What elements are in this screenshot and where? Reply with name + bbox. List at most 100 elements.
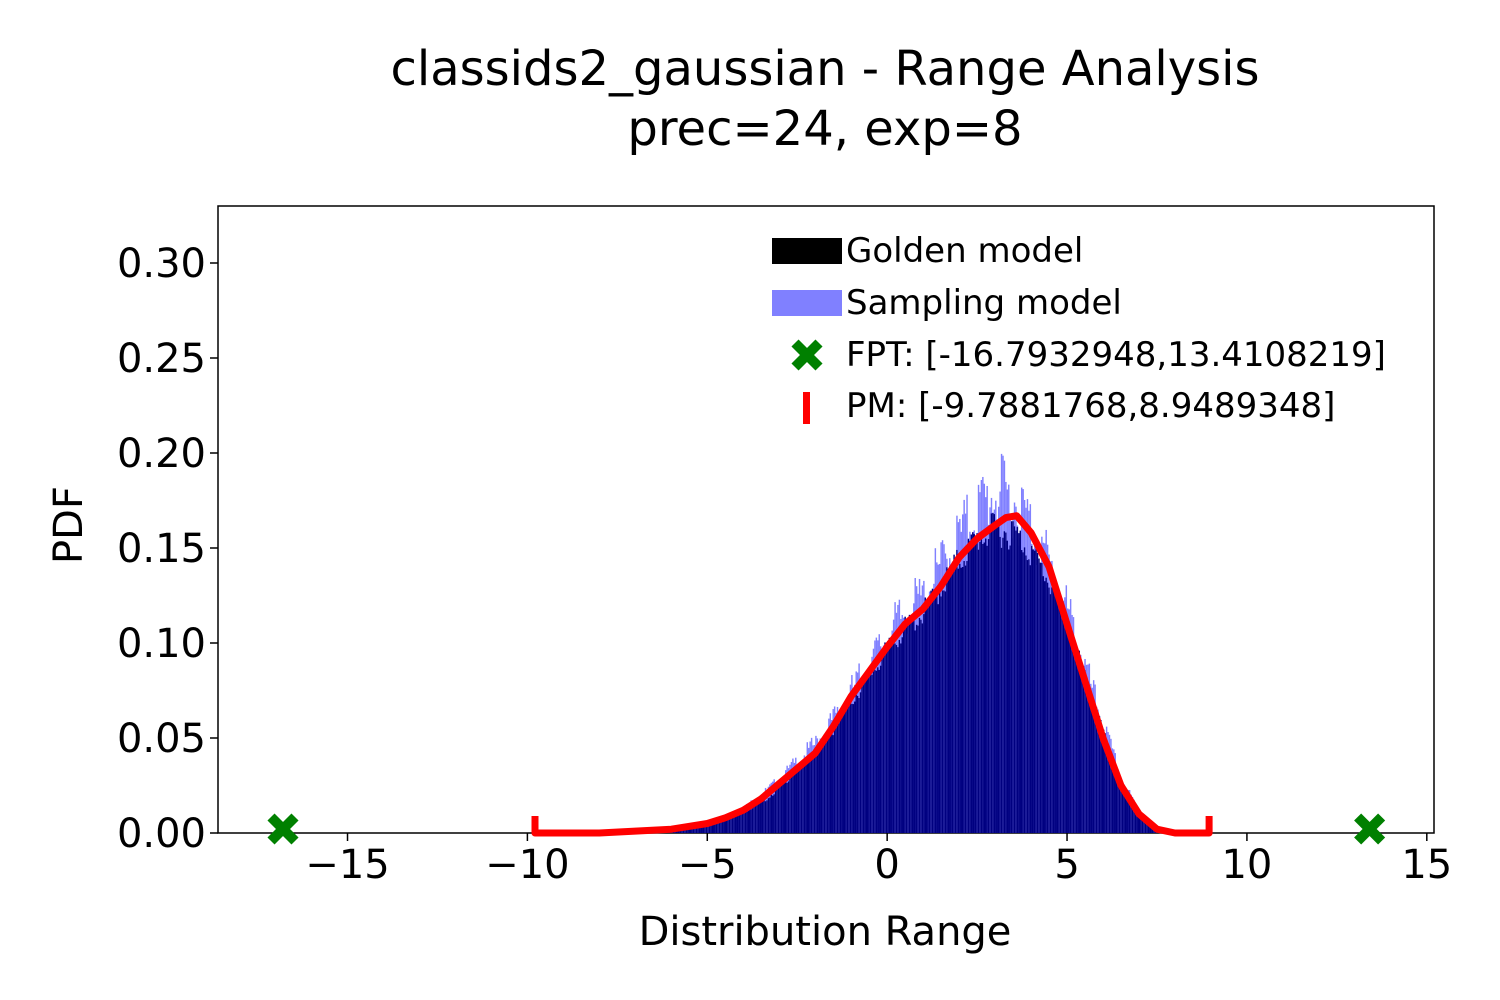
golden-bar bbox=[728, 818, 731, 833]
golden-bar bbox=[1110, 754, 1112, 833]
golden-bar bbox=[759, 802, 761, 833]
golden-bar bbox=[907, 622, 909, 833]
golden-bar bbox=[1075, 647, 1078, 833]
golden-bar bbox=[687, 827, 689, 833]
y-tick-label: 0.15 bbox=[117, 526, 206, 572]
golden-bar bbox=[767, 798, 770, 833]
golden-bar bbox=[944, 591, 947, 833]
golden-bar bbox=[920, 619, 922, 833]
golden-bar bbox=[779, 785, 781, 833]
golden-bar bbox=[1018, 533, 1020, 833]
golden-bar bbox=[957, 568, 960, 833]
golden-bar bbox=[852, 704, 855, 833]
golden-bar bbox=[744, 812, 747, 833]
golden-bar bbox=[1035, 544, 1037, 833]
golden-bar bbox=[815, 752, 817, 833]
golden-bar bbox=[989, 531, 991, 833]
golden-bar bbox=[694, 826, 696, 833]
golden-bar bbox=[953, 554, 955, 833]
golden-bar bbox=[960, 567, 962, 833]
golden-bar bbox=[1003, 531, 1006, 833]
golden-bar bbox=[818, 744, 820, 833]
golden-bar bbox=[772, 795, 774, 833]
golden-bar bbox=[992, 513, 994, 833]
golden-bar bbox=[831, 732, 833, 833]
golden-bar bbox=[999, 536, 1001, 833]
golden-bar bbox=[704, 825, 706, 833]
golden-bar bbox=[858, 698, 860, 833]
golden-bar bbox=[754, 804, 757, 833]
golden-bar bbox=[723, 820, 725, 833]
golden-bar bbox=[861, 684, 863, 833]
golden-bar bbox=[931, 588, 934, 833]
golden-bar bbox=[890, 645, 892, 833]
golden-bar bbox=[809, 757, 811, 833]
golden-bar bbox=[967, 538, 970, 833]
chart-title: classids2_gaussian - Range Analysis bbox=[391, 41, 1260, 97]
golden-bar bbox=[813, 753, 816, 833]
golden-bar bbox=[908, 614, 911, 833]
golden-bar bbox=[793, 772, 796, 833]
golden-bar bbox=[974, 539, 977, 833]
golden-bar bbox=[805, 757, 807, 833]
golden-bar bbox=[1120, 780, 1122, 833]
golden-bar bbox=[1062, 606, 1065, 833]
golden-bar bbox=[993, 514, 996, 833]
golden-bar bbox=[1015, 530, 1017, 833]
golden-bar bbox=[802, 763, 804, 833]
golden-bar bbox=[1061, 604, 1063, 833]
y-tick-label: 0.05 bbox=[117, 716, 206, 762]
golden-bar bbox=[1002, 537, 1004, 833]
golden-bar bbox=[990, 513, 993, 833]
golden-bar bbox=[1025, 555, 1027, 833]
golden-bar bbox=[806, 758, 809, 833]
golden-bar bbox=[862, 680, 865, 833]
golden-bar bbox=[1022, 552, 1024, 833]
golden-bar bbox=[757, 803, 760, 833]
golden-bar bbox=[1113, 762, 1115, 833]
golden-bar bbox=[799, 763, 801, 833]
golden-bar bbox=[1114, 766, 1116, 833]
golden-bar bbox=[1069, 633, 1072, 833]
legend-label-pm: PM: [-9.7881768,8.9489348] bbox=[846, 386, 1335, 426]
golden-bar bbox=[959, 563, 961, 833]
golden-bar bbox=[868, 669, 870, 833]
golden-bar bbox=[947, 569, 950, 833]
golden-bar bbox=[1090, 701, 1092, 833]
golden-bar bbox=[819, 741, 821, 833]
golden-bar bbox=[697, 826, 699, 833]
golden-bar bbox=[941, 590, 944, 833]
golden-bar bbox=[897, 647, 899, 833]
golden-bar bbox=[695, 826, 698, 833]
golden-bar bbox=[701, 826, 703, 833]
golden-bar bbox=[1126, 791, 1128, 833]
fpt-range-max-marker bbox=[1354, 813, 1386, 845]
golden-bar bbox=[1104, 733, 1106, 833]
golden-bar bbox=[874, 669, 876, 833]
x-tick-label: 15 bbox=[1401, 842, 1452, 888]
golden-bar bbox=[961, 566, 964, 833]
golden-bar bbox=[972, 532, 974, 833]
golden-bar bbox=[698, 826, 701, 833]
golden-bar bbox=[1012, 521, 1014, 833]
golden-bar bbox=[720, 820, 722, 833]
golden-bar bbox=[914, 630, 916, 833]
golden-bar bbox=[733, 815, 735, 833]
golden-bar bbox=[963, 561, 965, 833]
golden-bar bbox=[743, 813, 745, 833]
golden-bar bbox=[985, 538, 987, 833]
golden-bar bbox=[1130, 800, 1132, 833]
golden-bar bbox=[685, 827, 688, 833]
golden-bar bbox=[718, 821, 721, 833]
x-tick-label: −15 bbox=[305, 842, 389, 888]
golden-bar bbox=[764, 801, 767, 833]
chart-subtitle: prec=24, exp=8 bbox=[627, 101, 1022, 157]
golden-bar bbox=[1128, 797, 1131, 833]
golden-bar bbox=[766, 800, 768, 833]
golden-bar bbox=[773, 794, 775, 833]
y-tick-label: 0.30 bbox=[117, 241, 206, 287]
golden-bar bbox=[1009, 545, 1011, 833]
pm-range-min-marker bbox=[531, 816, 539, 833]
golden-bar bbox=[1006, 540, 1009, 833]
